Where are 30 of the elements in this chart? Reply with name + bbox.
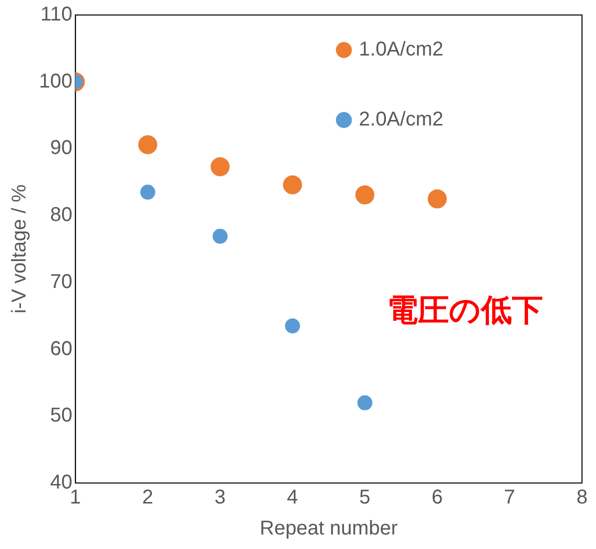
- y-tick-label: 110: [40, 4, 72, 26]
- y-tick-label: 60: [50, 338, 72, 360]
- x-tick-label: 7: [504, 486, 516, 509]
- y-tick-label: 80: [50, 204, 72, 226]
- x-tick-label: 1: [70, 486, 81, 509]
- x-tick-label: 6: [432, 486, 443, 509]
- point: [140, 184, 156, 200]
- y-tick-label: 100: [38, 70, 72, 92]
- point: [284, 318, 300, 334]
- point: [212, 228, 228, 244]
- y-tick-label: 70: [50, 270, 72, 293]
- point: [355, 185, 374, 204]
- legend-label: 2.0A/cm2: [358, 108, 444, 131]
- x-tick-label: 8: [576, 486, 588, 509]
- point: [282, 175, 302, 194]
- x-axis-title: Repeat number: [260, 518, 398, 540]
- x-tick-label: 2: [142, 486, 154, 509]
- y-tick-label: 40: [50, 472, 72, 494]
- annotation: 電圧の低下: [386, 292, 543, 328]
- legend-label: 1.0A/cm2: [358, 38, 444, 61]
- point: [428, 189, 447, 208]
- x-tick-label: 4: [286, 486, 298, 509]
- x-tick-label: 5: [359, 486, 370, 509]
- x-tick-label: 3: [214, 486, 226, 509]
- point: [138, 135, 158, 154]
- y-tick-label: 50: [50, 404, 72, 427]
- y-axis-title: i-V voltage / %: [8, 184, 31, 314]
- point: [210, 157, 230, 176]
- y-tick-label: 90: [50, 137, 72, 160]
- point: [357, 395, 372, 410]
